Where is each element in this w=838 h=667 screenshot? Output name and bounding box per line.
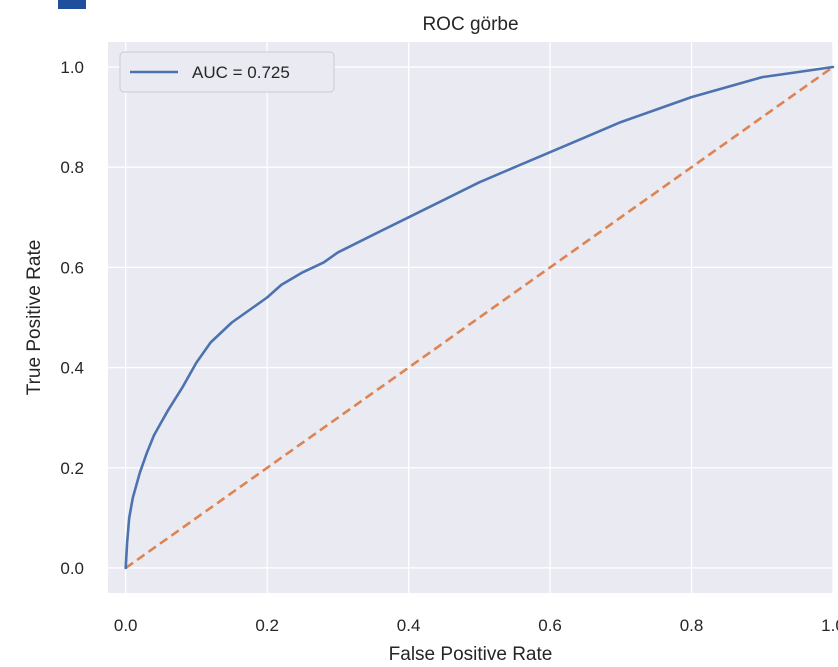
chance-line (124, 65, 834, 570)
y-tick-label: 0.8 (60, 158, 84, 177)
x-axis-label: False Positive Rate (389, 644, 553, 665)
roc-curve (124, 65, 835, 570)
chart-title: ROC görbe (422, 14, 518, 35)
series-layer (124, 65, 835, 570)
y-tick-label: 0.4 (60, 359, 84, 378)
x-tick-label: 0.0 (114, 616, 138, 635)
x-tick-label: 0.6 (538, 616, 562, 635)
x-tick-label: 0.4 (397, 616, 421, 635)
x-tick-label: 0.2 (255, 616, 279, 635)
y-tick-label: 0.6 (60, 258, 84, 277)
x-tick-label: 1.0 (821, 616, 838, 635)
y-tick-label: 0.2 (60, 459, 84, 478)
legend: AUC = 0.725 (119, 51, 335, 93)
legend-box (119, 51, 335, 93)
y-tick-label: 0.0 (60, 559, 84, 578)
y-axis-label: True Positive Rate (24, 240, 45, 396)
legend-entry-auc: AUC = 0.725 (192, 63, 290, 82)
corner-accent-mark (58, 0, 86, 9)
tick-labels: 0.0 0.2 0.4 0.6 0.8 1.0 0.0 0.2 0.4 0.6 0.8 1.0 (60, 58, 838, 635)
x-tick-label: 0.8 (680, 616, 704, 635)
y-tick-label: 1.0 (60, 58, 84, 77)
plot-area (108, 42, 833, 593)
